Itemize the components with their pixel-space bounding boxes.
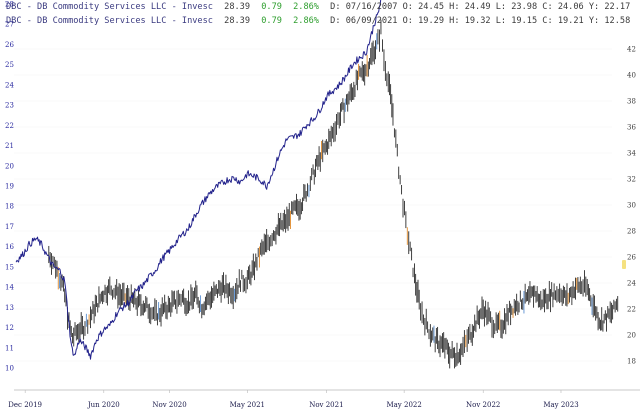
y-right-tick-label: 32 [627, 176, 636, 184]
x-tick-label: May 2022 [386, 401, 421, 409]
header-1-ohlc: D: 07/16/2007 O: 24.45 H: 24.49 L: 23.98… [330, 2, 630, 12]
header-line-1: DBC - DB Commodity Services LLC - Invesc… [6, 2, 630, 12]
x-tick-label: Nov 2022 [466, 401, 500, 409]
y-right-tick-label: 22 [627, 306, 636, 314]
y-left-tick-label: 14 [5, 284, 14, 292]
header-2-prefix: DBC - DB Commodity Services LLC - Invesc [6, 16, 213, 26]
overlay-line [15, 0, 382, 360]
y-left-tick-label: 15 [5, 263, 14, 271]
y-left-tick-label: 23 [5, 102, 14, 110]
y-right-tick-label: 40 [627, 72, 636, 80]
y-right-tick-label: 42 [627, 46, 636, 54]
overlay-series [15, 0, 382, 360]
y-axis-right: 18 20 22 24 26 28 30 32 34 36 38 40 42 [627, 46, 636, 366]
x-tick-label: Dec 2019 [8, 401, 42, 409]
header-2-price: 28.39 [224, 16, 250, 26]
candle-series [48, 19, 619, 369]
y-left-tick-label: 24 [5, 81, 14, 89]
y-right-tick-label: 18 [627, 358, 636, 366]
y-right-tick-label: 28 [627, 228, 636, 236]
y-right-tick-label: 26 [627, 254, 636, 262]
y-right-tick-label: 24 [627, 280, 636, 288]
y-right-tick-label: 30 [627, 202, 636, 210]
y-left-tick-label: 18 [5, 203, 14, 211]
y-left-tick-label: 26 [5, 41, 14, 49]
y-left-tick-label: 22 [5, 122, 14, 130]
y-right-tick-label: 36 [627, 124, 636, 132]
y-left-tick-label: 28 [5, 1, 14, 9]
y-left-tick-label: 11 [5, 344, 14, 352]
y-left-tick-label: 17 [5, 223, 14, 231]
header-1-prefix: DBC - DB Commodity Services LLC - Invesc [6, 2, 213, 12]
x-tick-label: Nov 2020 [152, 401, 186, 409]
y-left-tick-label: 12 [5, 324, 14, 332]
header-2-change-pct: 2.86% [293, 16, 320, 26]
y-left-tick-label: 27 [5, 21, 14, 29]
header-2-ohlc: D: 06/09/2021 O: 19.29 H: 19.32 L: 19.15… [330, 16, 630, 26]
y-right-tick-label: 20 [627, 332, 636, 340]
x-tick-label: Nov 2021 [309, 401, 343, 409]
x-tick-label: Jun 2020 [87, 401, 120, 409]
y-left-tick-label: 13 [5, 304, 14, 312]
header-1-price: 28.39 [224, 2, 250, 12]
y-right-tick-label: 34 [627, 150, 636, 158]
x-tick-label: May 2023 [543, 401, 578, 409]
y-axis-left: 10 11 12 13 14 15 16 17 18 19 20 21 22 23 24 25 26 27 28 [5, 1, 14, 373]
y-left-tick-label: 10 [5, 365, 14, 373]
last-price-marker [622, 260, 626, 269]
y-left-tick-label: 25 [5, 61, 14, 69]
y-right-tick-label: 38 [627, 98, 636, 106]
x-axis: Dec 2019 Jun 2020 Nov 2020 May 2021 Nov 2021… [8, 390, 579, 409]
grid-lines [14, 48, 612, 362]
header-1-change: 0.79 [261, 2, 282, 12]
header-1-change-pct: 2.86% [293, 2, 320, 12]
header-line-2: DBC - DB Commodity Services LLC - Invesc… [6, 16, 630, 26]
y-left-tick-label: 19 [5, 183, 14, 191]
y-left-tick-label: 16 [5, 243, 14, 251]
header-2-change: 0.79 [261, 16, 282, 26]
x-tick-label: May 2021 [230, 401, 265, 409]
y-left-tick-label: 20 [5, 162, 14, 170]
y-left-tick-label: 21 [5, 142, 14, 150]
